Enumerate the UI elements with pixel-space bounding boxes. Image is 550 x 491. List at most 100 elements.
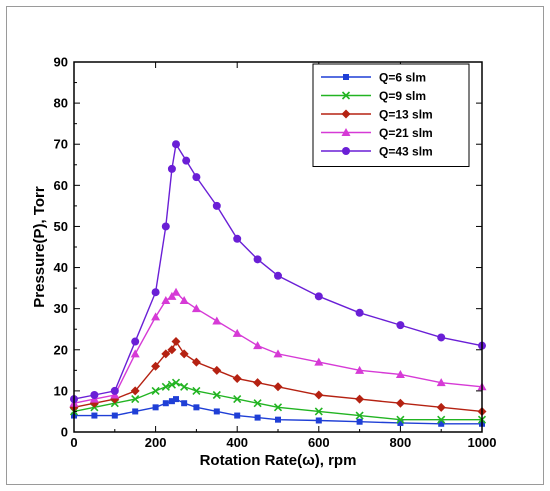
y-tick-label: 40 bbox=[54, 260, 68, 275]
y-tick-label: 50 bbox=[54, 219, 68, 234]
data-point bbox=[132, 408, 139, 415]
legend: Q=6 slm Q=9 slm Q=13 slm Q=21 slm Q=43 slm bbox=[312, 63, 470, 167]
data-point bbox=[182, 156, 191, 165]
legend-entry: Q=9 slm bbox=[321, 89, 426, 103]
data-point bbox=[253, 341, 263, 350]
data-point bbox=[179, 349, 189, 359]
data-point bbox=[213, 408, 220, 415]
y-axis-title: Pressure(P), Torr bbox=[31, 186, 48, 308]
x-axis-title: Rotation Rate(ω), rpm bbox=[200, 452, 357, 469]
data-point bbox=[168, 398, 175, 405]
y-tick-label: 20 bbox=[54, 342, 68, 357]
x-tick-label: 800 bbox=[390, 435, 412, 450]
legend-entry: Q=6 slm bbox=[321, 71, 426, 85]
data-point bbox=[161, 349, 171, 359]
data-point bbox=[181, 400, 188, 407]
y-tick-label: 90 bbox=[54, 55, 68, 70]
data-point bbox=[90, 391, 99, 399]
data-point bbox=[161, 382, 170, 391]
data-point bbox=[396, 321, 405, 330]
data-point bbox=[273, 349, 283, 358]
data-point bbox=[151, 288, 160, 297]
data-point bbox=[131, 337, 140, 346]
legend-marker bbox=[341, 91, 351, 100]
data-point bbox=[253, 399, 262, 408]
data-point bbox=[171, 287, 181, 296]
series-layer bbox=[69, 140, 487, 427]
data-point bbox=[167, 345, 177, 355]
data-point bbox=[110, 386, 119, 395]
data-point bbox=[355, 308, 364, 317]
data-point bbox=[395, 369, 405, 378]
data-point bbox=[437, 333, 446, 342]
x-tick-label: 0 bbox=[70, 435, 77, 450]
y-tick-label: 60 bbox=[54, 178, 68, 193]
x-tick-label: 1000 bbox=[468, 435, 497, 450]
data-point bbox=[438, 420, 445, 427]
data-point bbox=[130, 386, 140, 396]
data-point bbox=[167, 380, 176, 389]
x-axis: 0 200 400 600 800 1000 bbox=[70, 62, 496, 450]
data-point bbox=[275, 416, 281, 423]
data-point bbox=[273, 403, 283, 412]
data-point bbox=[162, 400, 169, 407]
data-point bbox=[254, 414, 261, 421]
x-tick-label: 400 bbox=[226, 435, 248, 450]
data-point bbox=[91, 412, 98, 419]
y-tick-label: 70 bbox=[54, 137, 68, 152]
series-3 bbox=[69, 337, 487, 416]
legend-marker bbox=[343, 74, 349, 80]
legend-entry: Q=43 slm bbox=[321, 145, 433, 159]
data-point bbox=[171, 337, 181, 347]
legend-marker bbox=[341, 128, 351, 136]
data-point bbox=[171, 378, 181, 387]
data-point bbox=[314, 292, 323, 301]
data-point bbox=[315, 417, 322, 424]
y-tick-label: 0 bbox=[61, 425, 68, 440]
data-point bbox=[232, 328, 242, 337]
data-point bbox=[314, 390, 324, 400]
data-point bbox=[151, 386, 160, 395]
legend-entry: Q=21 slm bbox=[321, 126, 433, 140]
data-point bbox=[314, 357, 324, 366]
y-axis: 0 10 20 30 40 50 60 70 80 90 bbox=[54, 55, 482, 440]
data-point bbox=[193, 404, 200, 411]
legend-label: Q=9 slm bbox=[379, 89, 426, 103]
data-point bbox=[167, 164, 176, 173]
data-point bbox=[253, 378, 263, 388]
legend-box bbox=[312, 63, 470, 167]
data-point bbox=[131, 395, 140, 404]
data-point bbox=[151, 361, 161, 371]
data-point bbox=[192, 386, 201, 395]
data-point bbox=[355, 411, 364, 420]
series-5 bbox=[70, 140, 486, 404]
data-point bbox=[212, 201, 221, 210]
y-tick-label: 10 bbox=[54, 383, 68, 398]
x-tick-label: 600 bbox=[308, 435, 330, 450]
data-point bbox=[356, 418, 363, 425]
x-tick-label: 200 bbox=[145, 435, 167, 450]
data-point bbox=[152, 404, 159, 411]
legend-marker bbox=[342, 147, 350, 155]
legend-label: Q=43 slm bbox=[379, 145, 433, 159]
chart-frame bbox=[6, 6, 544, 485]
y-tick-label: 80 bbox=[54, 96, 68, 111]
y-tick-label: 30 bbox=[54, 301, 68, 316]
data-point bbox=[179, 295, 189, 304]
data-point bbox=[161, 295, 171, 304]
data-point bbox=[161, 222, 170, 231]
data-point bbox=[130, 349, 140, 358]
data-point bbox=[395, 398, 405, 408]
legend-label: Q=21 slm bbox=[379, 126, 433, 140]
data-point bbox=[253, 255, 262, 264]
data-point bbox=[172, 140, 180, 149]
data-point bbox=[167, 291, 177, 300]
data-point bbox=[151, 312, 161, 321]
data-point bbox=[192, 173, 201, 182]
data-point bbox=[437, 415, 446, 424]
data-point bbox=[173, 396, 179, 403]
data-point bbox=[436, 402, 446, 412]
data-point bbox=[180, 382, 189, 391]
data-point bbox=[397, 419, 404, 426]
